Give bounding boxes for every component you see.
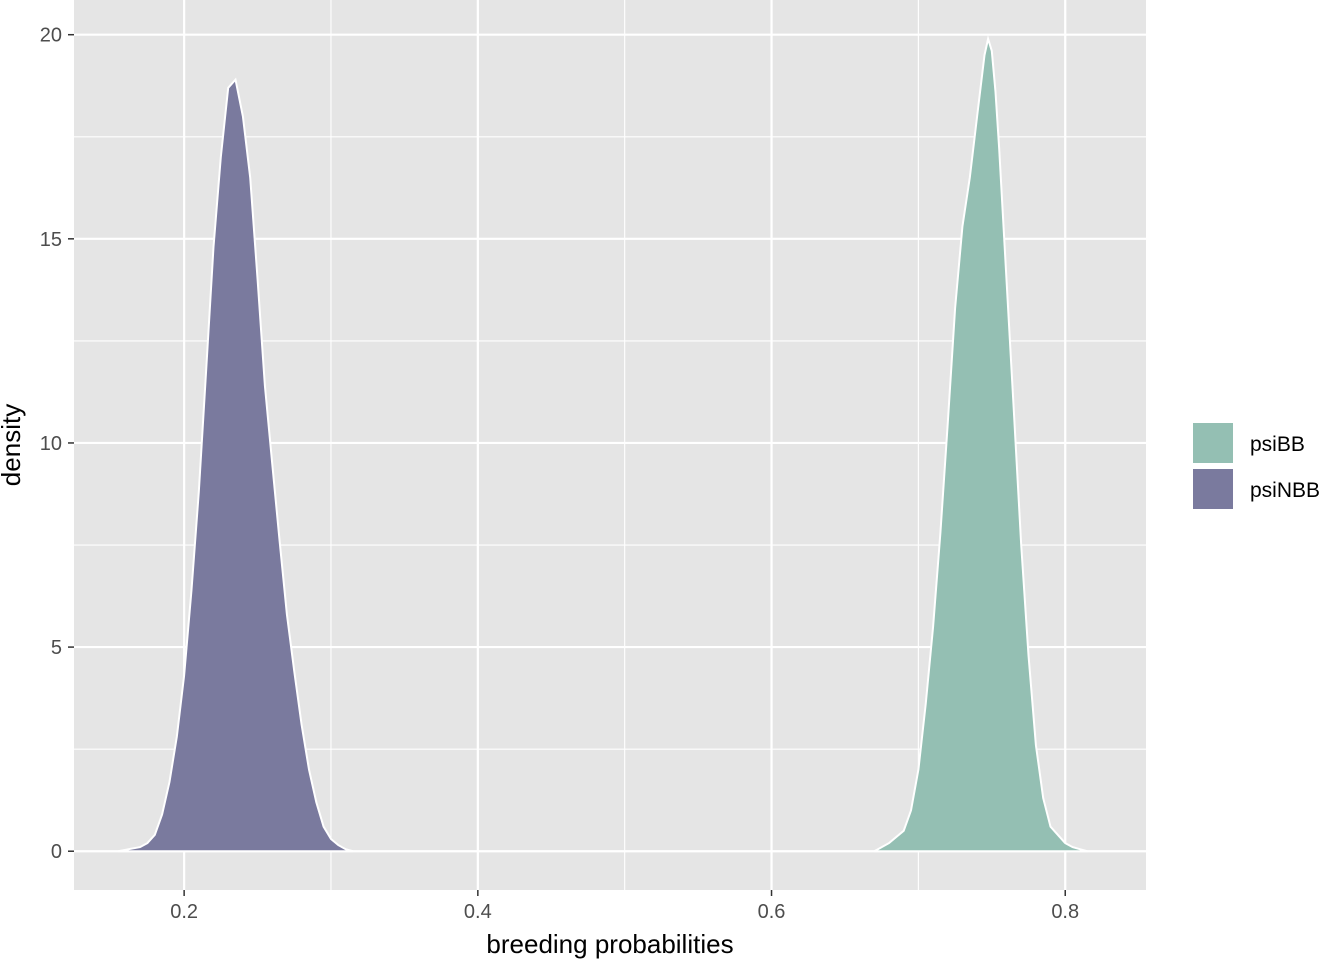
y-axis-title: density <box>0 404 26 486</box>
density-area-psiBB <box>873 34 1088 853</box>
y-tick-label: 10 <box>40 433 62 455</box>
x-axis-title: breeding probabilities <box>486 929 733 959</box>
y-tick-label: 20 <box>40 25 62 47</box>
y-tick-label: 5 <box>51 637 62 659</box>
x-tick-label: 0.2 <box>170 901 198 923</box>
legend-key-psiNBB <box>1191 467 1235 511</box>
x-tick-label: 0.8 <box>1051 901 1079 923</box>
major-gridlines <box>74 0 1146 890</box>
y-tick-label: 15 <box>40 229 62 251</box>
y-axis: 0 5 10 15 20 <box>40 25 74 863</box>
legend: psiBB psiNBB <box>1191 421 1320 511</box>
y-tick-label: 0 <box>51 841 62 863</box>
x-tick-label: 0.6 <box>758 901 786 923</box>
x-tick-label: 0.4 <box>464 901 492 923</box>
density-area-psiNBB <box>117 77 354 853</box>
legend-key-psiBB <box>1191 421 1235 465</box>
x-axis: 0.2 0.4 0.6 0.8 <box>170 890 1079 923</box>
density-areas <box>117 34 1088 853</box>
legend-label: psiNBB <box>1250 479 1320 502</box>
legend-label: psiBB <box>1250 433 1305 456</box>
